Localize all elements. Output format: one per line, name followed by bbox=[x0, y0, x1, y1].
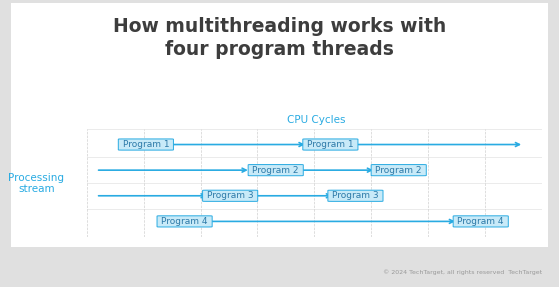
FancyBboxPatch shape bbox=[371, 164, 427, 176]
FancyBboxPatch shape bbox=[119, 139, 173, 150]
Text: Program 4: Program 4 bbox=[457, 217, 504, 226]
FancyBboxPatch shape bbox=[248, 164, 304, 176]
Text: Program 1: Program 1 bbox=[307, 140, 354, 149]
FancyBboxPatch shape bbox=[328, 190, 383, 201]
FancyBboxPatch shape bbox=[157, 216, 212, 227]
Text: © 2024 TechTarget, all rights reserved  TechTarget: © 2024 TechTarget, all rights reserved T… bbox=[383, 270, 542, 276]
Text: Program 2: Program 2 bbox=[376, 166, 422, 175]
FancyBboxPatch shape bbox=[303, 139, 358, 150]
Text: Processing
stream: Processing stream bbox=[8, 173, 64, 195]
Text: Program 3: Program 3 bbox=[207, 191, 253, 200]
Text: Program 3: Program 3 bbox=[332, 191, 379, 200]
Text: Program 1: Program 1 bbox=[122, 140, 169, 149]
Text: CPU Cycles: CPU Cycles bbox=[287, 115, 345, 125]
FancyBboxPatch shape bbox=[11, 3, 548, 247]
Text: How multithreading works with
four program threads: How multithreading works with four progr… bbox=[113, 17, 446, 59]
Text: Program 4: Program 4 bbox=[162, 217, 208, 226]
FancyBboxPatch shape bbox=[453, 216, 508, 227]
FancyBboxPatch shape bbox=[202, 190, 258, 201]
Text: Program 2: Program 2 bbox=[253, 166, 299, 175]
